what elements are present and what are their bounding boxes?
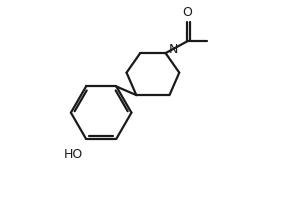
Text: HO: HO bbox=[64, 148, 83, 161]
Text: O: O bbox=[182, 6, 192, 19]
Text: N: N bbox=[169, 43, 178, 56]
